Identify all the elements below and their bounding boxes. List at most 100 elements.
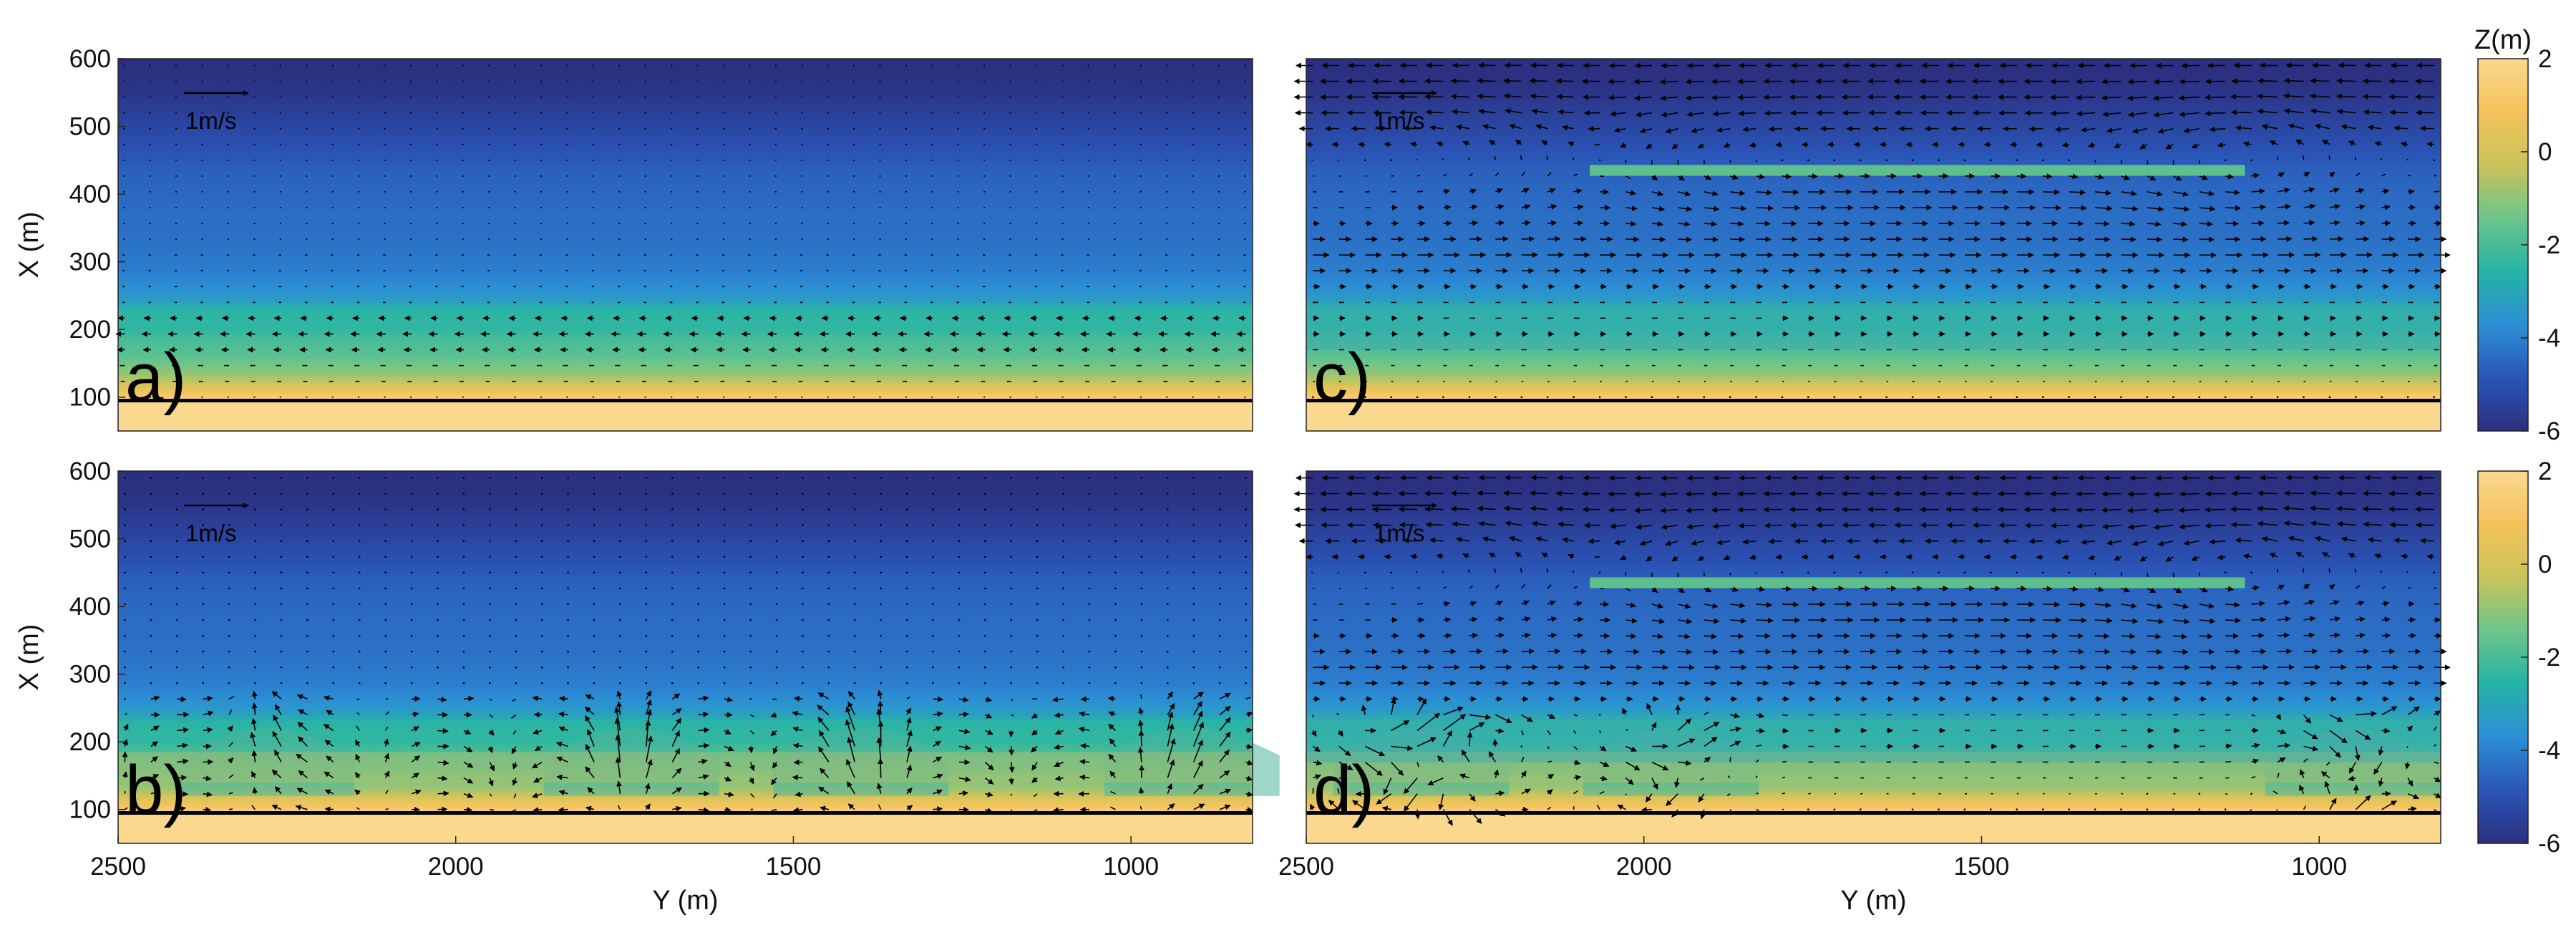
velocity-arrow [2050,110,2069,117]
velocity-arrow [876,737,883,762]
velocity-arrow [819,730,830,747]
vector-dot [802,477,804,479]
vector-dot [540,650,543,653]
vector-dot [958,477,961,479]
vector-dot [1010,556,1013,558]
vector-dot [775,619,778,621]
vector-dot [619,634,621,637]
velocity-arrow [1328,800,1340,810]
panel-label: d) [1313,752,1374,828]
vector-dot [332,619,335,621]
vector-dot [775,634,778,637]
velocity-arrow [1450,505,1470,512]
velocity-arrow [1436,141,1444,147]
vector-dot [306,477,308,479]
velocity-arrow [2314,123,2330,130]
velocity-arrow [1245,775,1253,782]
vector-dot [1860,571,1862,574]
vector-dot [593,556,596,558]
velocity-arrow [511,809,517,813]
vector-dot [515,540,517,542]
vector-dot [384,571,387,574]
velocity-arrow [1530,505,1548,512]
vector-dot [462,524,465,526]
velocity-arrow [2199,236,2215,243]
vector-dot [332,603,335,606]
vector-dot [827,619,830,621]
velocity-arrow [2173,190,2189,197]
vector-dot [176,571,178,574]
velocity-arrow [251,750,258,762]
velocity-arrow [724,791,734,798]
velocity-arrow [1749,142,1756,148]
velocity-arrow [203,791,213,798]
vector-dot [384,619,387,621]
velocity-arrow [2329,203,2341,210]
dry-beach [1306,400,2441,431]
vector-dot [567,477,569,479]
vector-dot [358,493,361,495]
vector-dot [1598,396,1601,398]
vector-dot [358,540,361,542]
velocity-arrow [558,726,568,732]
vector-dot [254,603,256,606]
vector-dot [150,571,152,574]
vector-dot [228,556,230,558]
vector-dot [1312,396,1314,398]
velocity-arrow [2225,729,2231,732]
velocity-arrow [1737,95,1756,101]
vector-dot [1885,396,1887,398]
vector-dot [802,524,804,526]
velocity-arrow [1416,698,1427,715]
velocity-arrow [1110,806,1116,810]
velocity-arrow [1399,110,1418,116]
vector-dot [1140,493,1143,495]
velocity-arrow [2380,570,2383,573]
vector-dot [2250,396,2252,398]
vector-dot [124,540,126,542]
velocity-arrow [1782,727,1789,734]
colorbar-tick-label: -6 [2538,417,2560,445]
velocity-arrow [2434,190,2440,193]
velocity-arrow [1547,600,1556,606]
velocity-arrow [1782,793,1785,795]
vector-dot [228,634,230,637]
velocity-arrow [906,764,913,778]
vector-dot [332,634,335,637]
velocity-arrow [1505,520,1522,527]
velocity-arrow [1756,759,1759,763]
vector-dot [2146,396,2149,398]
velocity-arrow [1599,775,1608,782]
velocity-arrow [1634,95,1652,101]
velocity-arrow [646,759,653,778]
vector-dot [228,540,230,542]
velocity-arrow [326,709,334,716]
scale-arrow-label: 1m/s [1374,107,1425,134]
velocity-arrow [2408,616,2416,623]
velocity-arrow [2393,125,2409,131]
velocity-arrow [2183,127,2200,134]
velocity-arrow [1698,793,1705,803]
vector-dot [1218,619,1221,621]
velocity-arrow [1011,809,1013,813]
velocity-arrow [1031,730,1038,736]
velocity-arrow [847,691,855,699]
vector-dot [1010,493,1013,495]
velocity-arrow [1677,175,1685,181]
vector-dot [749,540,752,542]
vector-dot [1860,396,1862,398]
velocity-arrow [698,758,708,765]
velocity-arrow [1108,723,1117,731]
velocity-arrow [1477,505,1496,512]
vector-dot [2068,159,2070,162]
velocity-arrow [463,695,475,702]
vector-dot [671,524,674,526]
vector-dot [723,493,726,495]
velocity-arrow [354,772,361,779]
velocity-arrow [876,708,883,731]
velocity-arrow [1782,189,1799,195]
velocity-arrow [1608,95,1626,101]
velocity-arrow [1443,714,1467,732]
rip-shoal [1333,728,1509,796]
